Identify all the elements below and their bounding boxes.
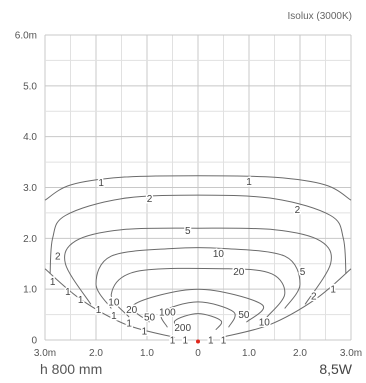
contour-label: 50: [144, 313, 156, 324]
contour-label: 1: [170, 336, 176, 347]
mounting-height-label: h 800 mm: [40, 361, 103, 377]
x-tick-label: 0: [195, 348, 201, 359]
y-tick-label: 0: [31, 336, 37, 347]
contour-label: 100: [159, 308, 176, 319]
contour-label: 1: [246, 177, 252, 188]
y-tick-label: 5.0: [23, 81, 37, 92]
contour-line-10: [95, 247, 301, 309]
x-tick-label: 1.0: [242, 348, 256, 359]
contour-label: 20: [126, 305, 138, 316]
contour-label: 2: [295, 205, 301, 216]
grid-lines: [44, 34, 352, 341]
x-tick-label: 1.0: [140, 348, 154, 359]
contour-label: 10: [259, 318, 271, 329]
y-tick-label: 3.0: [23, 183, 37, 194]
y-tick-label: 6.0m: [15, 31, 37, 42]
contour-label: 10: [108, 297, 120, 308]
contour-line-50: [132, 288, 265, 323]
contour-label: 2: [311, 291, 317, 302]
contour-label: 1: [330, 285, 336, 296]
contour-line-5: [64, 227, 332, 305]
x-tick-label: 2.0: [293, 348, 307, 359]
light-source-point: [196, 339, 200, 344]
contour-label: 1: [182, 336, 188, 347]
x-tick-label: 3.0m: [340, 348, 362, 359]
contour-edge-line-1: [220, 268, 352, 338]
y-tick-label: 4.0: [23, 132, 37, 143]
contour-label: 200: [174, 323, 191, 334]
x-tick-label: 2.0: [89, 348, 103, 359]
contour-label: 2: [147, 194, 153, 205]
contour-edge-line-1: [44, 268, 176, 338]
contour-label: 1: [65, 287, 71, 298]
y-tick-label: 1.0: [23, 285, 37, 296]
contour-label: 1: [96, 305, 102, 316]
y-tick-label: 2.0: [23, 234, 37, 245]
contour-label: 5: [300, 267, 306, 278]
contour-line-2: [49, 194, 347, 274]
power-label: 8,5W: [319, 361, 352, 377]
chart-title: Isolux (3000K): [287, 11, 352, 22]
contour-label: 1: [221, 336, 227, 347]
contour-lines: [44, 175, 352, 338]
contour-label: 20: [233, 267, 245, 278]
contour-label: 1: [126, 319, 132, 330]
contour-line-1: [44, 175, 352, 201]
contour-label: 1: [208, 336, 214, 347]
contour-label: 1: [111, 311, 117, 322]
contour-line-200: [173, 313, 223, 331]
contour-label: 1: [142, 326, 148, 337]
contour-line-20: [110, 267, 286, 318]
contour-label: 2: [55, 252, 61, 263]
x-tick-label: 3.0m: [34, 348, 56, 359]
contour-label: 10: [213, 249, 225, 260]
contour-line-100: [160, 301, 236, 328]
axis-ticks: 3.0m 2.0 1.0 0 1.0 2.0 3.0m01.02.03.04.05.06.0…: [15, 31, 362, 360]
contour-label: 1: [98, 178, 104, 189]
contour-label: 5: [185, 226, 191, 237]
contour-label: 1: [50, 277, 56, 288]
contour-label: 1: [78, 295, 84, 306]
contour-label: 50: [238, 310, 250, 321]
